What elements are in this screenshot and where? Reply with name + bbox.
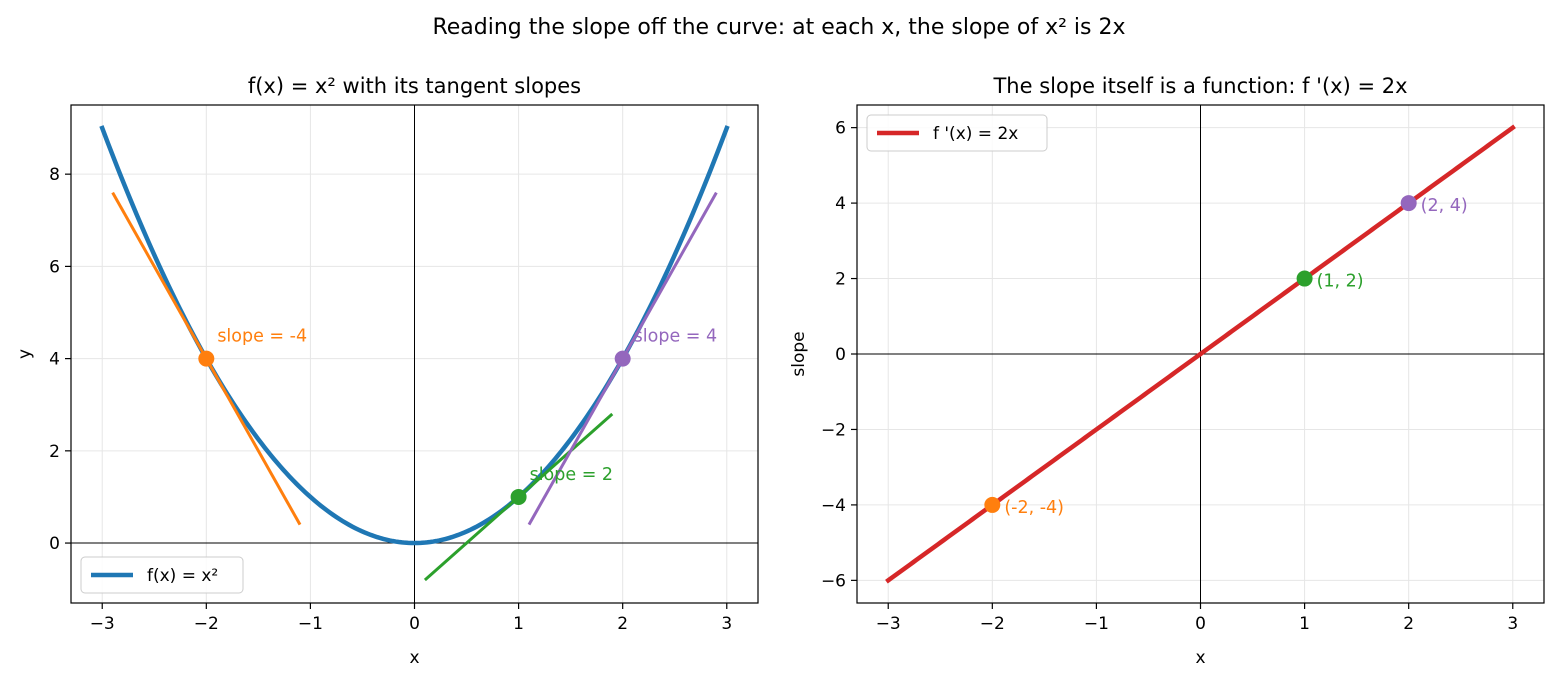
panel-title: f(x) = x² with its tangent slopes: [248, 74, 581, 98]
x-tick-label: 3: [721, 614, 732, 634]
x-tick-label: −2: [980, 614, 1005, 634]
left-panel-function-plot: slope = -4 slope = 2 slope = 4 −3 −2 −1 0 1 2 3 0 2…: [15, 74, 759, 668]
plot-area: [99, 125, 730, 582]
plot-area: [885, 124, 1516, 584]
y-axis-label: slope: [789, 331, 809, 376]
y-tick-label: 4: [49, 350, 60, 370]
legend-box: [866, 114, 1048, 152]
legend-label: f '(x) = 2x: [933, 124, 1018, 144]
y-tick-label: 0: [49, 534, 60, 554]
x-tick-label: −3: [90, 614, 115, 634]
tangent-slope-label-2: slope = 4: [634, 327, 717, 347]
legend-label: f(x) = x²: [147, 566, 218, 586]
x-tick-label: 1: [513, 614, 524, 634]
legend: f '(x) = 2x: [866, 114, 1048, 152]
derivative-point-2: [1400, 195, 1417, 212]
legend: f(x) = x²: [80, 556, 244, 594]
derivative-point-label-0: (-2, -4): [1004, 498, 1064, 518]
x-tick-label: −1: [1084, 614, 1109, 634]
y-tick-label: −4: [821, 496, 846, 516]
derivative-point-label-1: (1, 2): [1317, 272, 1364, 292]
right-panel-derivative-plot: (-2, -4) (1, 2) (2, 4) −3 −2 −1 0 1 2 3 −6 −4 −2 0 2 4 6…: [789, 74, 1545, 668]
x-tick-label: 3: [1507, 614, 1518, 634]
panel-title: The slope itself is a function: f '(x) =…: [992, 74, 1407, 98]
tangent-slope-label-1: slope = 2: [530, 465, 613, 485]
x-axis-label: x: [409, 648, 419, 668]
tangent-point-0: [198, 350, 215, 367]
y-tick-label: 8: [49, 165, 60, 185]
derivative-point-label-2: (2, 4): [1421, 196, 1468, 216]
x-tick-label: −3: [876, 614, 901, 634]
y-tick-label: −2: [821, 420, 846, 440]
y-tick-label: 2: [49, 442, 60, 462]
x-tick-label: −1: [298, 614, 323, 634]
x-tick-label: 2: [617, 614, 628, 634]
y-tick-label: 4: [835, 194, 846, 214]
figure-suptitle: Reading the slope off the curve: at each…: [432, 15, 1125, 40]
y-axis-label: y: [15, 349, 35, 359]
tangent-point-1: [510, 488, 527, 505]
x-tick-label: −2: [194, 614, 219, 634]
legend-box: [80, 556, 244, 594]
tangent-slope-label-0: slope = -4: [217, 327, 307, 347]
derivative-point-1: [1296, 270, 1313, 287]
x-axis-label: x: [1195, 648, 1205, 668]
y-tick-label: −6: [821, 571, 846, 591]
x-tick-label: 2: [1403, 614, 1414, 634]
x-tick-label: 0: [409, 614, 420, 634]
y-tick-label: 2: [835, 270, 846, 290]
tangent-point-2: [614, 350, 631, 367]
x-tick-label: 0: [1195, 614, 1206, 634]
y-tick-label: 6: [49, 257, 60, 277]
y-tick-label: 0: [835, 345, 846, 365]
x-tick-label: 1: [1299, 614, 1310, 634]
y-tick-label: 6: [835, 119, 846, 139]
derivative-point-0: [984, 496, 1001, 513]
